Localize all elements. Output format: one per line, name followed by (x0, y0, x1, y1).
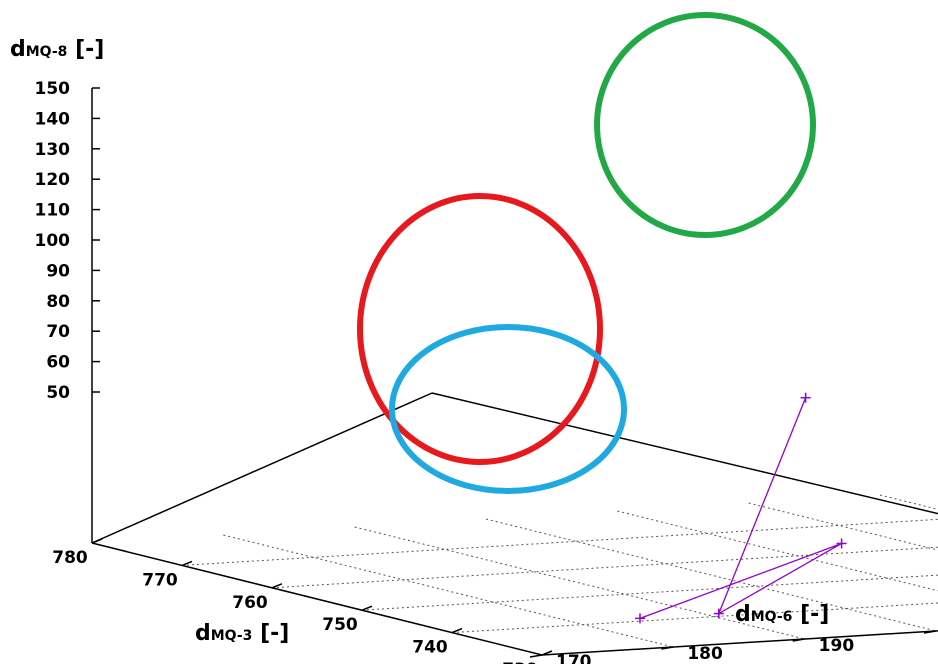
z-tick-label: 80 (46, 292, 70, 312)
x-tick (181, 560, 193, 567)
z-axis-title: dMQ-8 [-] (10, 37, 104, 62)
y-tick-label: 190 (819, 636, 855, 656)
y-tick (661, 646, 674, 650)
z-tick-label: 50 (46, 383, 70, 403)
x-tick-label: 750 (322, 615, 358, 635)
x-tick-label: 740 (412, 638, 448, 658)
x-tick-label: 770 (142, 570, 178, 590)
z-tick-label: 70 (46, 322, 70, 342)
tick-labels: 50 60 70 80 90 100 110 120 130 140 150 730 740 750 760… (35, 79, 855, 664)
grid-line-x (361, 574, 938, 611)
data-point (635, 613, 645, 624)
highlight-ellipse-1 (357, 193, 603, 465)
grid-line-y (354, 526, 805, 640)
y-tick-label: 170 (556, 652, 592, 664)
x-tick (361, 605, 373, 611)
grid-line-x (271, 546, 938, 589)
cluster-highlights (357, 12, 816, 494)
x-tick (541, 650, 553, 656)
z-tick-label: 150 (35, 79, 71, 99)
series-line-1 (639, 397, 842, 619)
grid-line-x (451, 602, 938, 634)
x-tick-label: 780 (52, 548, 88, 568)
y-tick (529, 654, 543, 658)
back-right-edge (431, 392, 938, 515)
z-tick-label: 110 (35, 201, 71, 221)
back-left-edge (91, 392, 433, 544)
x-tick (451, 627, 463, 634)
x-axis-title: dMQ-3 [-] (195, 621, 289, 646)
data-point (800, 392, 811, 403)
z-tick-label: 130 (35, 140, 71, 160)
data-point (713, 608, 724, 619)
grid-line-y (617, 510, 938, 592)
y-axis-title: dMQ-6 [-] (735, 602, 829, 627)
grid-line-y (223, 534, 674, 648)
highlight-ellipse-3 (594, 12, 816, 238)
x-tick (91, 538, 103, 544)
highlight-ellipse-2 (389, 324, 627, 494)
z-tick-label: 60 (46, 353, 70, 373)
z-tick-label: 120 (35, 170, 71, 190)
data-point (836, 538, 847, 549)
z-tick-label: 90 (46, 261, 70, 281)
base-grid (181, 494, 938, 656)
y-tick-label: 180 (687, 644, 723, 664)
x-axis-line (91, 542, 543, 656)
grid-line-y (748, 502, 938, 551)
axes (91, 87, 938, 658)
data-series (635, 392, 847, 624)
x-tick-label: 760 (232, 593, 268, 613)
y-tick (792, 638, 805, 642)
z-tick-label: 140 (35, 109, 71, 129)
x-tick-label: 730 (502, 660, 538, 664)
grid-line-y (485, 518, 937, 632)
x-tick (271, 583, 283, 589)
y-tick (923, 630, 937, 634)
z-tick-label: 100 (35, 231, 71, 251)
grid-line-x (181, 518, 938, 566)
